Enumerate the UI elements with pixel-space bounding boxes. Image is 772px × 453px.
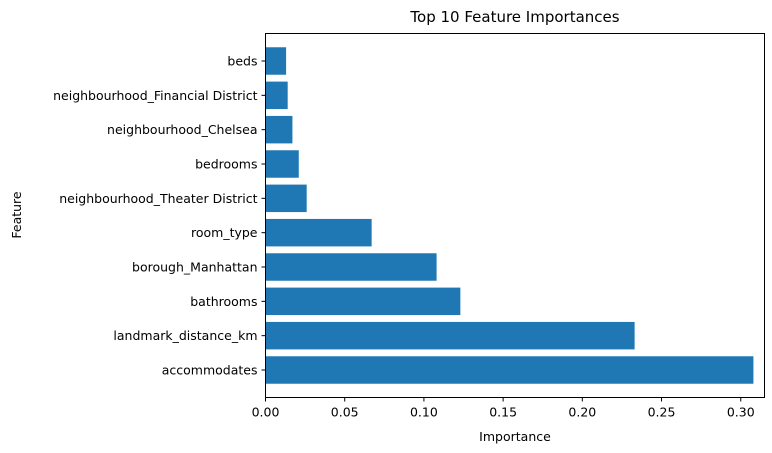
- bar: [265, 184, 307, 213]
- plot-frame: [265, 33, 765, 398]
- bar: [265, 321, 635, 350]
- y-tick-label: bedrooms: [195, 157, 257, 172]
- x-tick-label: 0.25: [648, 405, 676, 420]
- y-axis-ticks: accommodates landmark_distance_km bathroom…: [53, 54, 266, 378]
- bar: [265, 150, 299, 178]
- bar: [265, 287, 461, 316]
- bar: [265, 81, 288, 110]
- bar: [265, 47, 287, 75]
- y-tick-label: neighbourhood_Chelsea: [107, 122, 257, 137]
- y-axis-label: Feature: [9, 191, 24, 239]
- y-tick-label: landmark_distance_km: [113, 328, 257, 343]
- y-tick-label: neighbourhood_Financial District: [53, 88, 257, 103]
- x-tick-label: 0.00: [252, 405, 280, 420]
- y-tick-label: bathrooms: [190, 294, 257, 309]
- chart-title: Top 10 Feature Importances: [409, 8, 619, 26]
- bar: [265, 115, 293, 144]
- y-tick-label: borough_Manhattan: [132, 260, 257, 275]
- y-tick-label: room_type: [191, 225, 258, 240]
- y-tick-label: beds: [227, 54, 257, 69]
- x-tick-label: 0.05: [331, 405, 359, 420]
- bars-group: [265, 47, 754, 384]
- x-tick-label: 0.15: [489, 405, 517, 420]
- x-tick-label: 0.30: [727, 405, 755, 420]
- x-axis-ticks: 0.00 0.05 0.10 0.15 0.20 0.25 0.30: [252, 397, 755, 420]
- x-axis-label: Importance: [479, 429, 551, 444]
- x-tick-label: 0.20: [568, 405, 596, 420]
- x-tick-label: 0.10: [410, 405, 438, 420]
- y-tick-label: neighbourhood_Theater District: [59, 191, 257, 206]
- bar: [265, 356, 754, 384]
- bar: [265, 253, 437, 281]
- y-tick-label: accommodates: [162, 363, 258, 378]
- bar: [265, 218, 372, 247]
